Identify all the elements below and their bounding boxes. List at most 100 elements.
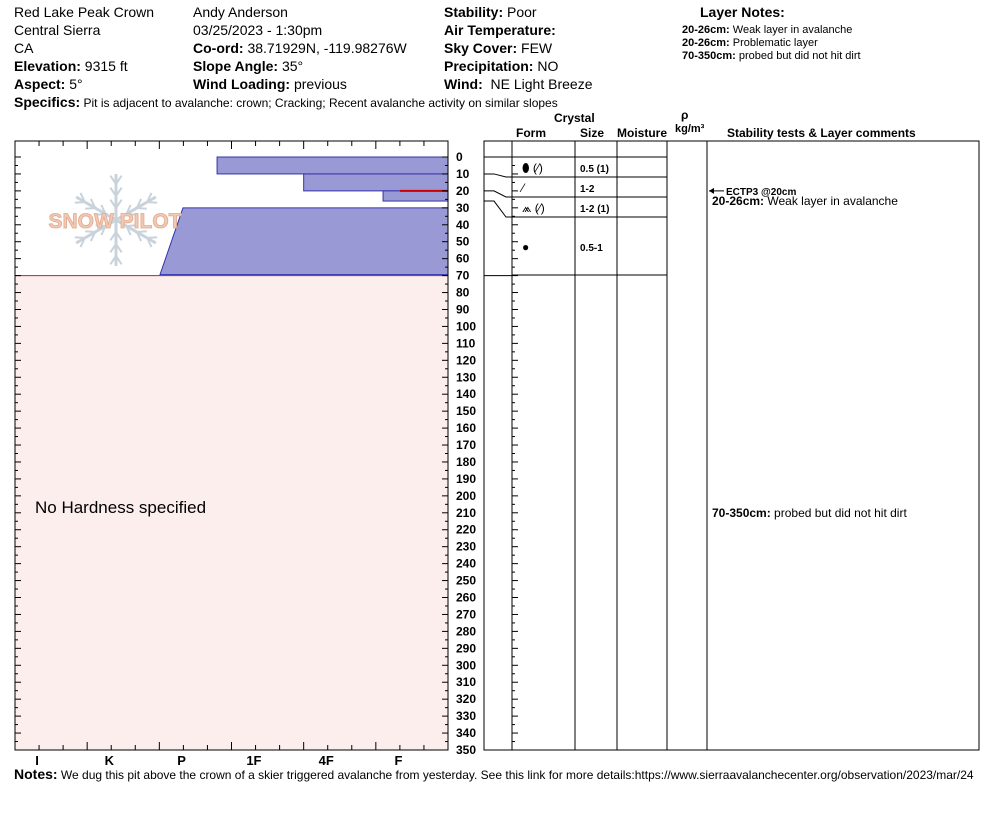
- depth-tick-label: 270: [456, 607, 476, 621]
- mountain-range: Central Sierra: [14, 22, 101, 38]
- depth-tick-label: 80: [456, 286, 470, 300]
- table-frame: [483, 140, 980, 751]
- snowflake-arm: [75, 195, 117, 222]
- snowflake-branch: [115, 231, 123, 241]
- depth-tick-label: 10: [456, 167, 470, 181]
- snowflake-branch: [85, 230, 96, 233]
- moisture-header: Moisture: [617, 126, 668, 140]
- crystal-form-icon: ●: [522, 240, 529, 254]
- coord-label: Co-ord:: [193, 40, 244, 56]
- depth-tick-label: 170: [456, 438, 476, 452]
- density-symbol: ρ: [681, 108, 689, 122]
- snowflake-branch: [89, 231, 97, 242]
- depth-tick-label: 110: [456, 336, 476, 350]
- depth-tick-label: 210: [456, 506, 476, 520]
- snowflake-branch: [109, 187, 117, 197]
- depth-tick-label: 90: [456, 302, 470, 316]
- slope-value: 35°: [281, 58, 304, 74]
- layer-note-text: Weak layer in avalanche: [732, 24, 853, 36]
- size-header: Size: [580, 126, 605, 140]
- density-unit: kg/m³: [675, 123, 705, 135]
- snowflake-branch: [147, 201, 158, 204]
- crystal-form-icon: ⩕ (⁄): [522, 201, 545, 215]
- comments-header: Stability tests & Layer comments: [727, 126, 916, 140]
- state: CA: [14, 40, 34, 56]
- layer-note-range: 20-26cm:: [682, 37, 730, 49]
- stability-label: Stability:: [444, 4, 504, 20]
- snowflake-arm: [115, 218, 157, 245]
- snowflake-branch: [115, 243, 123, 253]
- layer-note-range: 20-26cm:: [682, 24, 730, 36]
- snowflake-branch: [89, 198, 97, 209]
- hardness-label: P: [177, 753, 186, 768]
- snowflake-branch: [146, 237, 153, 248]
- sky-value: FEW: [521, 40, 553, 56]
- depth-axis-labels: 0 10 20 30 40 50 60 70 80 90 100 110 120 130 140 150 160…: [456, 150, 476, 757]
- snowflake-branch: [147, 236, 158, 239]
- depth-tick-label: 70: [456, 269, 470, 283]
- depth-tick-label: 220: [456, 523, 476, 537]
- notes-value: We dug this pit above the crown of a ski…: [60, 768, 974, 782]
- wind-loading: Wind Loading: previous: [193, 76, 347, 93]
- snowflake-arm: [115, 195, 157, 222]
- hardness-label: I: [35, 753, 39, 768]
- snowflake-branch: [95, 213, 106, 216]
- hardness-ticks: [14, 141, 518, 751]
- snowflake-branch: [126, 213, 137, 216]
- crystal-size: 1-2 (1): [580, 204, 609, 215]
- unobserved-region: [15, 275, 448, 750]
- depth-tick-label: 310: [456, 675, 476, 689]
- snowflake-branch: [125, 225, 132, 236]
- depth-tick-label: 130: [456, 370, 476, 384]
- elevation-label: Elevation:: [14, 58, 81, 74]
- precip-label: Precipitation:: [444, 58, 534, 74]
- wind-value: NE Light Breeze: [490, 76, 593, 92]
- snowflake-branch: [115, 175, 123, 185]
- snowflake-branch: [95, 224, 106, 227]
- coordinates: Co-ord: 38.71929N, -119.98276W: [193, 40, 407, 57]
- no-hardness-label: No Hardness specified: [35, 498, 207, 517]
- air-temperature: Air Temperature:: [444, 22, 556, 39]
- snowpilot-watermark: SNOW PILOT: [48, 174, 182, 266]
- layer-comment: 20-26cm: Weak layer in avalanche: [712, 194, 898, 208]
- snowflake-branch: [115, 199, 123, 209]
- snowflake-branch: [109, 243, 117, 253]
- notes: Notes: We dug this pit above the crown o…: [14, 767, 974, 782]
- depth-tick-label: 180: [456, 455, 476, 469]
- snowflake-branch: [109, 231, 117, 241]
- depth-tick-label: 120: [456, 353, 476, 367]
- crystal-size: 0.5 (1): [580, 164, 609, 175]
- location-name: Red Lake Peak Crown: [14, 4, 155, 20]
- hardness-label: F: [395, 753, 403, 768]
- layer-comment-range: 70-350cm:: [712, 506, 774, 520]
- layer-note-text: Problematic layer: [732, 37, 818, 49]
- snowflake-branch: [74, 201, 85, 204]
- depth-tick-label: 150: [456, 404, 476, 418]
- layer-note-range: 70-350cm:: [682, 50, 736, 62]
- layer-connectors: [484, 156, 667, 277]
- crystal-size: 0.5-1: [580, 243, 603, 254]
- snowflake-branch: [85, 207, 96, 210]
- wind-loading-label: Wind Loading:: [193, 76, 291, 92]
- hardness-label: 4F: [319, 753, 334, 768]
- aspect-value: 5°: [69, 76, 83, 92]
- hardness-label: 1F: [246, 753, 261, 768]
- layer-connector: [484, 200, 512, 218]
- crystal-form-icon: ⁄: [519, 181, 526, 195]
- hardness-layer-bar: [382, 190, 449, 202]
- layer-connector: [484, 190, 512, 198]
- depth-tick-label: 290: [456, 641, 476, 655]
- layer-comment: 70-350cm: probed but did not hit dirt: [712, 506, 907, 520]
- elevation: Elevation: 9315 ft: [14, 58, 128, 75]
- snowflake-branch: [79, 237, 86, 248]
- specifics-value: Pit is adjacent to avalanche: crown; Cra…: [83, 96, 558, 110]
- snowflake-branch: [125, 204, 132, 215]
- depth-tick-label: 280: [456, 624, 476, 638]
- depth-tick-label: 230: [456, 540, 476, 554]
- layer-connector: [484, 173, 512, 178]
- snowflake-branch: [109, 199, 117, 209]
- depth-tick-label: 60: [456, 252, 470, 266]
- layer-note-2: 20-26cm: Problematic layer: [682, 37, 818, 50]
- depth-tick-label: 0: [456, 150, 463, 164]
- crystal-size: 1-2: [580, 184, 595, 195]
